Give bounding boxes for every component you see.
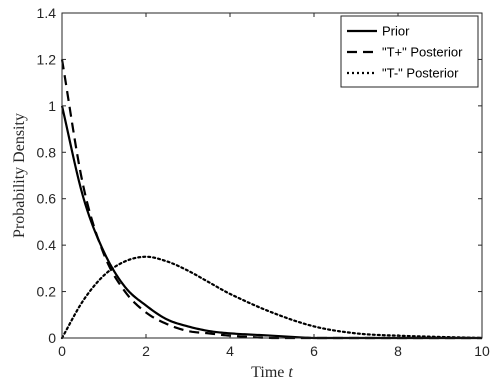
plot-frame xyxy=(61,12,483,339)
legend-label-t-posterior: "T+" Posterior xyxy=(382,45,463,60)
x-axis-label: Time t xyxy=(251,364,293,381)
x-tick-label: 10 xyxy=(474,343,490,359)
y-tick-label: 0.2 xyxy=(37,284,57,300)
legend-label-prior: Prior xyxy=(382,24,410,39)
x-axis: 0 2 4 6 8 10 xyxy=(58,13,490,359)
x-tick-label: 6 xyxy=(310,343,318,359)
series-line-t-posterior xyxy=(60,255,484,340)
x-tick-label: 8 xyxy=(394,343,402,359)
x-tick-label: 2 xyxy=(142,343,150,359)
x-axis-label-main: Time xyxy=(251,364,288,381)
y-tick-label: 0 xyxy=(48,330,56,346)
legend: Prior "T+" Posterior "T-" Posterior xyxy=(340,15,479,88)
legend-label-t-posterior: "T-" Posterior xyxy=(382,66,459,81)
y-tick-label: 0.8 xyxy=(37,144,57,160)
y-tick-label: 0.6 xyxy=(37,191,57,207)
y-tick-label: 1 xyxy=(48,98,56,114)
y-axis: 0 0.2 0.4 0.6 0.8 1 1.2 1.4 xyxy=(37,5,482,346)
x-tick-label: 4 xyxy=(226,343,234,359)
y-axis-label: Probability Density xyxy=(11,113,28,238)
x-tick-label: 0 xyxy=(58,343,66,359)
x-axis-label-variable: t xyxy=(288,364,293,381)
y-tick-label: 1.4 xyxy=(37,5,57,21)
y-tick-label: 0.4 xyxy=(37,237,57,253)
y-tick-label: 1.2 xyxy=(37,51,57,67)
